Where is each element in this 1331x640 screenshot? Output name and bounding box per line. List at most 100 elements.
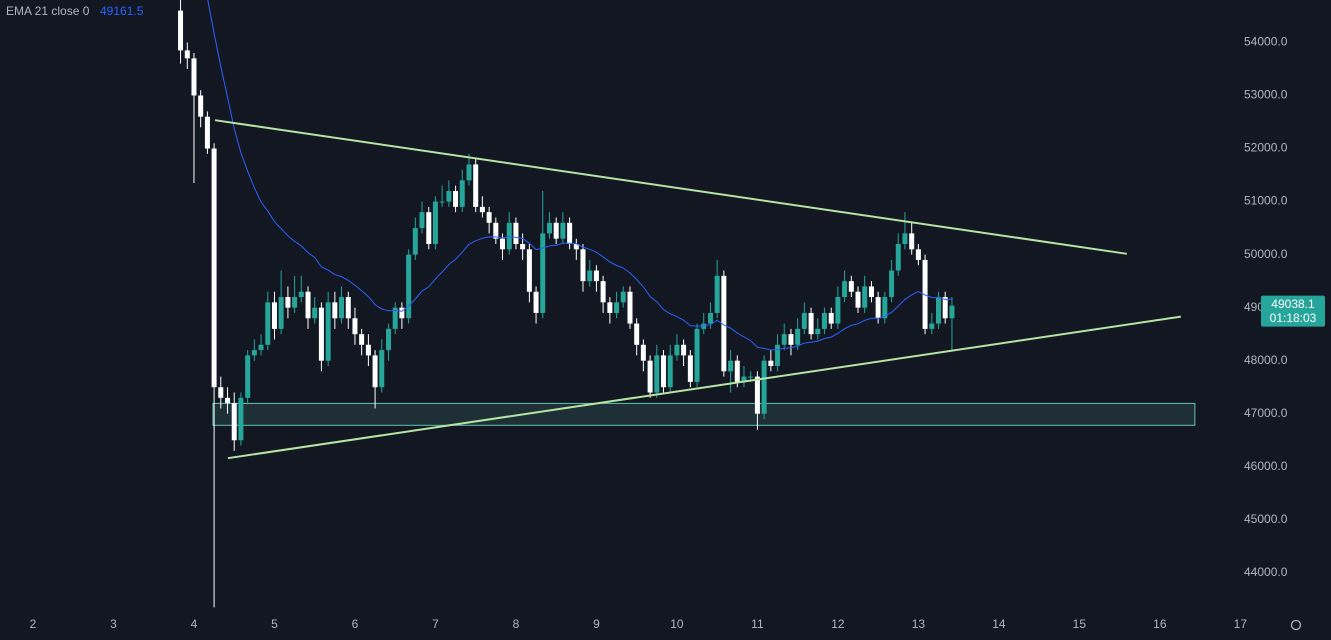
candle-body [714,275,720,313]
y-tick-label: 53000.0 [1244,88,1288,102]
y-tick-label: 44000.0 [1244,565,1288,579]
candle-body [647,360,653,393]
x-tick-label: 10 [670,617,684,631]
x-tick-label: 16 [1153,617,1167,631]
candle-body [580,249,586,282]
y-tick-label: 50000.0 [1244,247,1288,261]
candle-body [258,344,264,351]
candle-body [862,286,868,308]
candle-body [211,148,217,388]
x-tick-label: 13 [912,617,926,631]
candle-body [754,376,760,414]
candle-body [526,249,532,292]
candle-body [707,312,713,324]
candle-body [795,328,801,345]
candle-body [278,297,284,329]
x-tick-label: 3 [110,617,117,631]
candle-body [339,297,345,319]
candle-body [573,244,579,250]
candle-body [204,116,210,149]
candle-body [459,180,465,207]
candle-body [667,355,673,388]
candle-body [238,397,244,441]
y-tick-label: 48000.0 [1244,353,1288,367]
settings-icon[interactable] [1290,619,1302,631]
candle-body [875,297,881,319]
candle-body [788,334,794,345]
x-tick-label: 9 [593,617,600,631]
candle-body [634,323,640,345]
candle-body [178,10,184,51]
candle-body [426,212,432,244]
x-tick-label: 7 [432,617,439,631]
x-tick-label: 17 [1234,617,1248,631]
trendline [227,315,1182,460]
candle-body [889,270,895,298]
candle-body [687,355,693,382]
candle-body [372,355,378,388]
x-tick-label: 12 [831,617,845,631]
candle-body [399,307,405,319]
candle-body [848,281,854,292]
candle-body [547,222,553,234]
candle-body [412,228,418,255]
x-tick-label: 2 [30,617,37,631]
candle-body [949,305,955,319]
candle-body [567,222,573,244]
candle-body [325,302,331,361]
candle-body [345,297,351,319]
candle-body [553,222,559,239]
candle-body [815,328,821,335]
candle-body [902,233,908,244]
countdown: 01:18:03 [1270,311,1317,325]
candle-body [614,302,620,313]
candle-body [868,286,874,298]
candle-body [681,344,687,356]
candle-body [801,312,807,329]
candle-body [620,291,626,303]
candle-body [265,302,271,345]
candle-body [741,376,747,382]
candle-body [453,190,459,207]
candle-body [191,58,197,96]
x-tick-label: 14 [992,617,1006,631]
candle-body [466,164,472,181]
indicator-label: EMA 21 close 0 [6,4,90,18]
y-tick-label: 51000.0 [1244,194,1288,208]
candle-body [593,270,599,282]
candle-body [318,307,324,361]
candle-body [560,222,566,239]
candle-body [640,344,646,361]
candle-body [419,212,425,229]
candle-body [922,259,928,329]
candle-body [915,249,921,260]
candle-body [352,318,358,335]
candle-body [432,201,438,244]
support-zone [212,402,1196,426]
candle-body [627,291,633,324]
candle-body [895,244,901,271]
y-tick-label: 52000.0 [1244,141,1288,155]
candle-body [312,307,318,319]
candle-body [909,233,915,250]
candle-body [305,291,311,319]
x-tick-label: 4 [191,617,198,631]
candle-body [734,360,740,382]
candle-body [855,291,861,308]
x-tick-label: 5 [271,617,278,631]
candle-body [660,355,666,388]
candle-body [386,328,392,351]
candle-body [513,222,519,244]
candle-body [674,344,680,356]
candle-body [842,281,848,298]
price-label-box [1261,295,1325,327]
candle-body [359,334,365,345]
candle-body [225,397,231,404]
axes: 44000.045000.046000.047000.048000.049000… [30,35,1325,631]
candle-body [446,190,452,202]
candle-body [184,50,190,59]
candle-body [479,206,485,213]
candle-body [821,312,827,329]
